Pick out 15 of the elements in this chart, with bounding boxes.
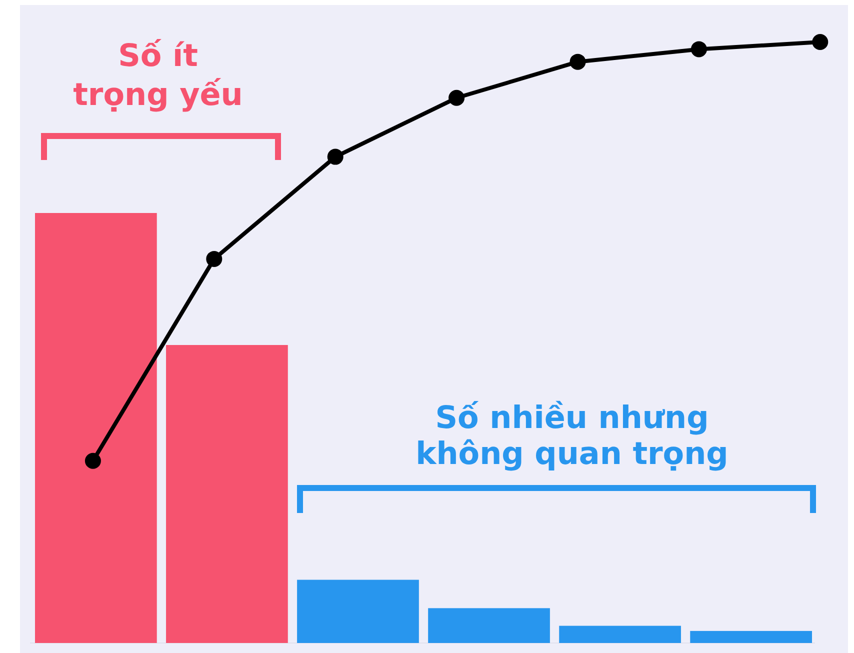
point bbox=[812, 34, 828, 50]
annotation: Số nhiều nhưng không quan trọng bbox=[416, 400, 728, 472]
point bbox=[448, 90, 465, 106]
annotation: Số ít trọng yếu bbox=[73, 38, 243, 113]
bar bbox=[297, 580, 419, 643]
point bbox=[690, 41, 707, 58]
bar bbox=[690, 630, 812, 643]
point bbox=[84, 452, 101, 469]
bar bbox=[428, 608, 550, 643]
bar bbox=[559, 626, 681, 643]
bar bbox=[166, 345, 288, 643]
bar bbox=[35, 213, 157, 643]
point bbox=[206, 250, 222, 267]
point bbox=[327, 148, 344, 165]
point bbox=[570, 54, 586, 70]
